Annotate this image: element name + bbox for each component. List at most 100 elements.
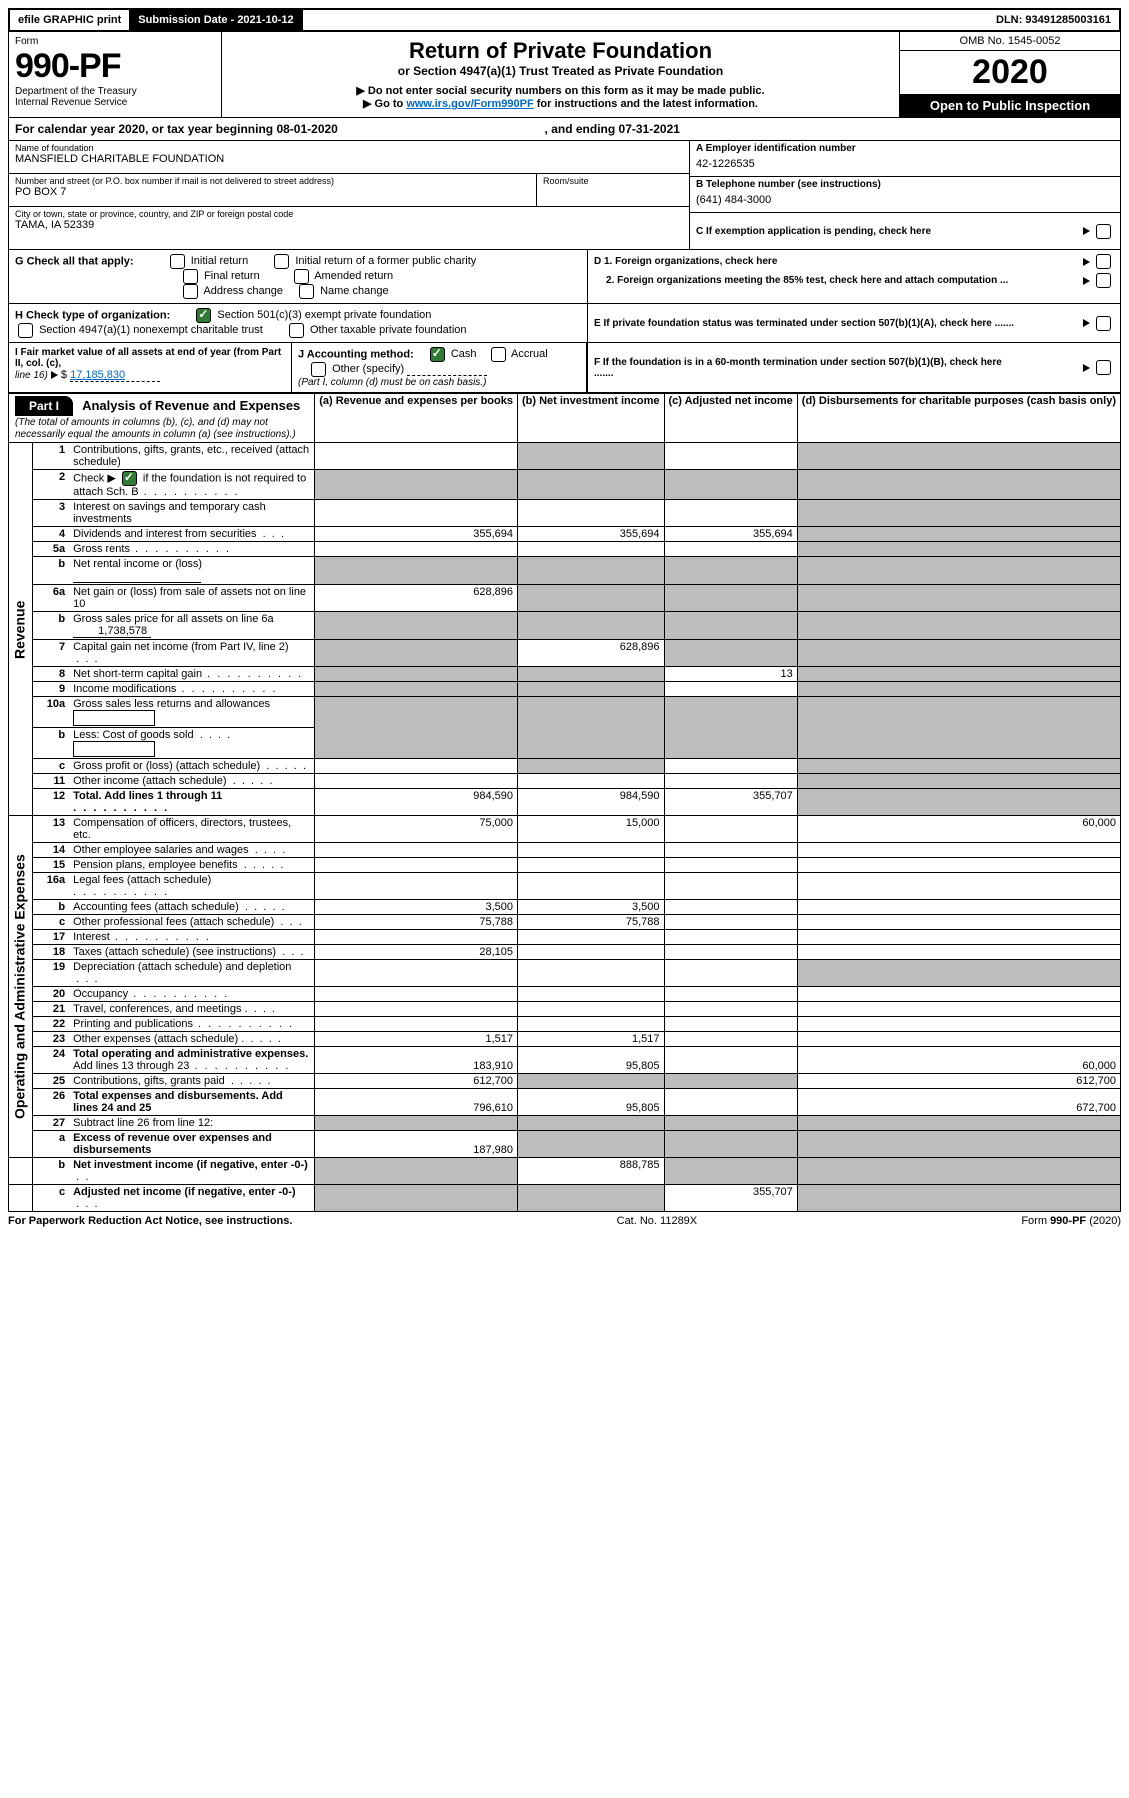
other-taxable-checkbox[interactable] — [289, 323, 304, 338]
table-row: 24 Total operating and administrative ex… — [9, 1047, 1121, 1074]
page-footer: For Paperwork Reduction Act Notice, see … — [8, 1212, 1121, 1227]
table-row: 15 Pension plans, employee benefits . . … — [9, 858, 1121, 873]
table-row: 21 Travel, conferences, and meetings . .… — [9, 1002, 1121, 1017]
table-row: 6a Net gain or (loss) from sale of asset… — [9, 585, 1121, 612]
table-row: 7 Capital gain net income (from Part IV,… — [9, 640, 1121, 667]
street-label: Number and street (or P.O. box number if… — [15, 176, 530, 186]
e-label: E If private foundation status was termi… — [594, 318, 1014, 329]
cash-checkbox[interactable] — [430, 347, 445, 362]
col-a-header: (a) Revenue and expenses per books — [315, 394, 518, 443]
table-row: b Less: Cost of goods sold . . . . — [9, 728, 1121, 759]
table-row: 4 Dividends and interest from securities… — [9, 527, 1121, 542]
table-row: 14 Other employee salaries and wages . .… — [9, 843, 1121, 858]
col-d-header: (d) Disbursements for charitable purpose… — [797, 394, 1120, 443]
f-checkbox[interactable] — [1096, 360, 1111, 375]
table-row: 5a Gross rents — [9, 542, 1121, 557]
room-label: Room/suite — [543, 176, 683, 186]
i-label: I Fair market value of all assets at end… — [15, 347, 285, 369]
arrow-icon — [1083, 227, 1090, 235]
table-row: 18 Taxes (attach schedule) (see instruct… — [9, 945, 1121, 960]
table-row: c Adjusted net income (if negative, ente… — [9, 1185, 1121, 1212]
name-change-checkbox[interactable] — [299, 284, 314, 299]
phone-value: (641) 484-3000 — [696, 190, 1114, 210]
other-method-checkbox[interactable] — [311, 362, 326, 377]
g-d-block: G Check all that apply: Initial return I… — [8, 250, 1121, 304]
table-row: a Excess of revenue over expenses and di… — [9, 1131, 1121, 1158]
table-row: 12 Total. Add lines 1 through 11 984,590… — [9, 789, 1121, 816]
tax-begin: 08-01-2020 — [276, 122, 337, 136]
table-row: 3 Interest on savings and temporary cash… — [9, 500, 1121, 527]
d2-label: 2. Foreign organizations meeting the 85%… — [594, 275, 1008, 286]
footer-left: For Paperwork Reduction Act Notice, see … — [8, 1215, 292, 1227]
calendar-year-row: For calendar year 2020, or tax year begi… — [8, 118, 1121, 141]
phone-label: B Telephone number (see instructions) — [696, 179, 1114, 190]
d2-checkbox[interactable] — [1096, 273, 1111, 288]
s501-checkbox[interactable] — [196, 308, 211, 323]
expenses-section-label: Operating and Administrative Expenses — [9, 816, 33, 1158]
f-label: F If the foundation is in a 60-month ter… — [594, 357, 1024, 379]
i-j-f-block: I Fair market value of all assets at end… — [8, 343, 1121, 393]
form-subtitle: or Section 4947(a)(1) Trust Treated as P… — [228, 64, 893, 78]
exemption-checkbox[interactable] — [1096, 224, 1111, 239]
efile-label: efile GRAPHIC print — [10, 10, 130, 30]
s4947-checkbox[interactable] — [18, 323, 33, 338]
submission-date: Submission Date - 2021-10-12 — [130, 10, 302, 30]
address-change-checkbox[interactable] — [183, 284, 198, 299]
table-row: 23 Other expenses (attach schedule) . . … — [9, 1032, 1121, 1047]
table-row: 9 Income modifications — [9, 682, 1121, 697]
g-label: G Check all that apply: — [15, 255, 134, 267]
schb-checkbox[interactable] — [122, 471, 137, 486]
part1-header: Part I — [15, 396, 73, 416]
h-e-block: H Check type of organization: Section 50… — [8, 304, 1121, 343]
table-row: c Gross profit or (loss) (attach schedul… — [9, 759, 1121, 774]
arrow-icon — [1083, 319, 1090, 327]
footer-mid: Cat. No. 11289X — [617, 1215, 698, 1227]
col-b-header: (b) Net investment income — [517, 394, 664, 443]
d1-label: D 1. Foreign organizations, check here — [594, 256, 777, 267]
accrual-checkbox[interactable] — [491, 347, 506, 362]
table-row: b Net investment income (if negative, en… — [9, 1158, 1121, 1185]
irs-link[interactable]: www.irs.gov/Form990PF — [406, 98, 533, 110]
street-value: PO BOX 7 — [15, 186, 530, 198]
table-row: Revenue 1 Contributions, gifts, grants, … — [9, 443, 1121, 470]
city-value: TAMA, IA 52339 — [15, 219, 683, 231]
d1-checkbox[interactable] — [1096, 254, 1111, 269]
h-label: H Check type of organization: — [15, 309, 170, 321]
table-row: c Other professional fees (attach schedu… — [9, 915, 1121, 930]
table-row: 20 Occupancy — [9, 987, 1121, 1002]
instruction-1: ▶ Do not enter social security numbers o… — [228, 84, 893, 97]
form-number: 990-PF — [15, 47, 215, 86]
fmv-link[interactable]: 17,185,830 — [70, 369, 160, 382]
arrow-icon — [1083, 364, 1090, 372]
tax-end: 07-31-2021 — [619, 122, 680, 136]
table-row: b Net rental income or (loss) — [9, 557, 1121, 585]
part1-title: Analysis of Revenue and Expenses — [82, 398, 300, 413]
table-row: 11 Other income (attach schedule) . . . … — [9, 774, 1121, 789]
footer-right: Form 990-PF (2020) — [1021, 1215, 1121, 1227]
name-label: Name of foundation — [15, 143, 683, 153]
dln-label: DLN: 93491285003161 — [988, 10, 1119, 30]
tax-year: 2020 — [900, 51, 1120, 94]
table-row: 17 Interest — [9, 930, 1121, 945]
table-row: Operating and Administrative Expenses 13… — [9, 816, 1121, 843]
omb-number: OMB No. 1545-0052 — [900, 32, 1120, 51]
initial-return-checkbox[interactable] — [170, 254, 185, 269]
e-checkbox[interactable] — [1096, 316, 1111, 331]
form-title: Return of Private Foundation — [228, 38, 893, 64]
foundation-name: MANSFIELD CHARITABLE FOUNDATION — [15, 153, 683, 165]
dept-label: Department of the Treasury — [15, 86, 215, 97]
table-row: 19 Depreciation (attach schedule) and de… — [9, 960, 1121, 987]
form-header: Form 990-PF Department of the Treasury I… — [8, 32, 1121, 118]
arrow-icon — [51, 371, 58, 379]
ein-value: 42-1226535 — [696, 154, 1114, 174]
table-row: 25 Contributions, gifts, grants paid . .… — [9, 1074, 1121, 1089]
final-return-checkbox[interactable] — [183, 269, 198, 284]
revenue-section-label: Revenue — [9, 443, 33, 816]
arrow-icon — [1083, 277, 1090, 285]
amended-return-checkbox[interactable] — [294, 269, 309, 284]
initial-former-checkbox[interactable] — [274, 254, 289, 269]
j-label: J Accounting method: — [298, 348, 414, 360]
form-label: Form — [15, 36, 215, 47]
line6b-value: 1,738,578 — [73, 625, 151, 638]
table-row: b Gross sales price for all assets on li… — [9, 612, 1121, 640]
